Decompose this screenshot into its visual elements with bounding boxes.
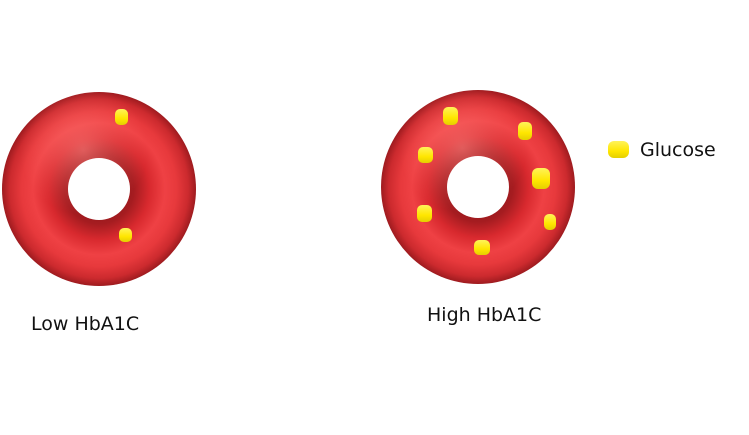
legend [608, 141, 629, 158]
red-blood-cell-low [2, 92, 196, 286]
glucose-molecule [119, 228, 132, 242]
cell-hole [447, 156, 509, 218]
glucose-molecule [474, 240, 490, 255]
glucose-molecule [532, 168, 550, 189]
high-hba1c-label: High HbA1C [427, 304, 542, 326]
glucose-molecule [417, 205, 432, 222]
glucose-molecule [418, 147, 433, 163]
glucose-molecule [115, 109, 128, 125]
glucose-molecules-low [115, 109, 132, 242]
glucose-molecule [544, 214, 556, 230]
glucose-molecules-high [417, 107, 556, 255]
glucose-molecule [518, 122, 532, 140]
glucose-legend-icon [608, 141, 629, 158]
low-hba1c-label: Low HbA1C [31, 313, 140, 335]
cell-hole [68, 158, 130, 220]
glucose-legend-label: Glucose [640, 139, 716, 161]
glucose-molecule [443, 107, 458, 125]
